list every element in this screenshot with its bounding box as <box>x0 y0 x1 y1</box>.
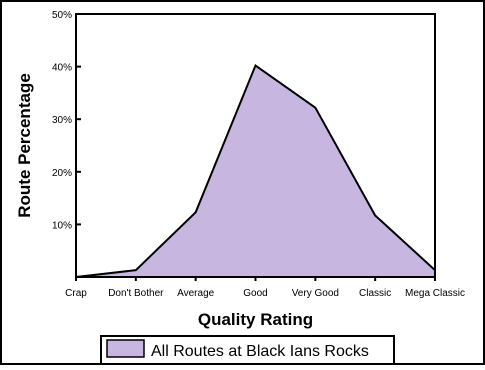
y-axis-title: Route Percentage <box>15 73 34 218</box>
x-tick-label: Don't Bother <box>108 288 164 299</box>
y-tick-label: 50% <box>52 10 72 21</box>
x-tick-label: Very Good <box>292 288 339 299</box>
x-tick-label: Crap <box>65 288 87 299</box>
x-tick-label: Good <box>243 288 267 299</box>
legend: All Routes at Black Ians Rocks <box>101 336 394 365</box>
x-axis-ticks: Crap Don't Bother Average Good Very Good Clas… <box>65 277 465 299</box>
y-tick-label: 10% <box>52 220 72 231</box>
x-axis-title: Quality Rating <box>198 310 313 329</box>
legend-swatch <box>107 340 144 357</box>
x-tick-label: Average <box>177 288 215 299</box>
y-tick-label: 20% <box>52 168 72 179</box>
x-tick-label: Mega Classic <box>405 288 465 299</box>
legend-label: All Routes at Black Ians Rocks <box>151 343 369 360</box>
y-tick-label: 30% <box>52 115 72 126</box>
y-tick-label: 40% <box>52 63 72 74</box>
series-area <box>76 66 435 277</box>
x-tick-label: Classic <box>359 288 391 299</box>
